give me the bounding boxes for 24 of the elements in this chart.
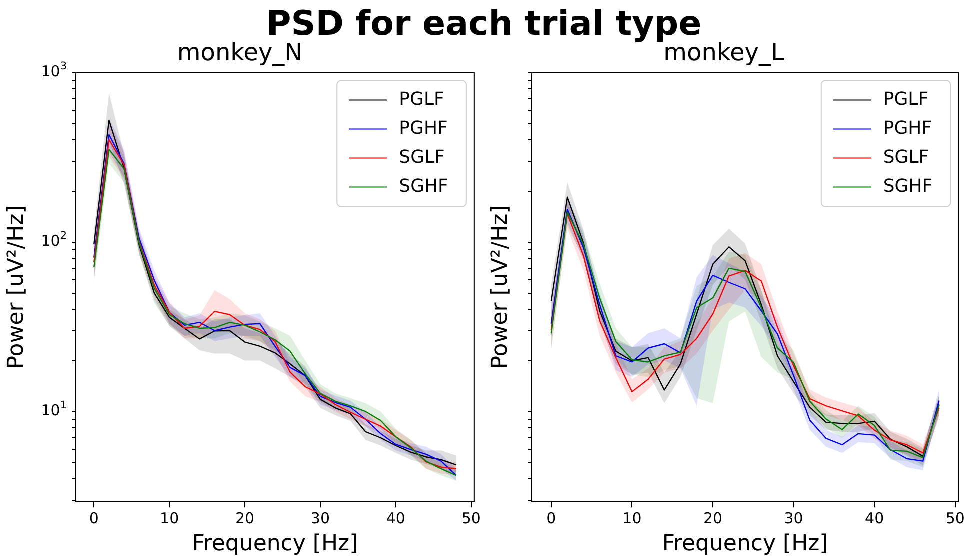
y-axis-title: Power [uV²/Hz] [4, 205, 29, 370]
x-tick-label: 40 [386, 509, 406, 528]
x-tick-label: 20 [703, 509, 723, 528]
x-tick-label: 30 [784, 509, 804, 528]
legend-label: PGHF [883, 118, 932, 139]
legend-label: PGLF [399, 88, 444, 110]
x-axis-title: Frequency [Hz] [192, 532, 358, 557]
x-tick-label: 40 [865, 509, 884, 528]
x-tick-label: 0 [546, 509, 556, 528]
legend-label: PGHF [399, 118, 448, 139]
x-tick-label: 30 [310, 509, 330, 528]
x-tick-label: 50 [946, 509, 965, 528]
x-axis-title: Frequency [Hz] [662, 532, 828, 557]
legend-label: SGHF [399, 176, 448, 197]
legend-label: SGLF [399, 146, 445, 168]
x-tick-label: 20 [235, 509, 255, 528]
legend-label: SGLF [883, 146, 930, 168]
legend-label: PGLF [883, 88, 929, 110]
x-tick-label: 10 [160, 509, 180, 528]
y-axis-title: Power [uV²/Hz] [488, 205, 513, 370]
x-tick-label: 10 [622, 509, 642, 528]
x-tick-label: 0 [89, 509, 99, 528]
legend-label: SGHF [883, 176, 933, 197]
x-tick-label: 50 [462, 509, 481, 528]
